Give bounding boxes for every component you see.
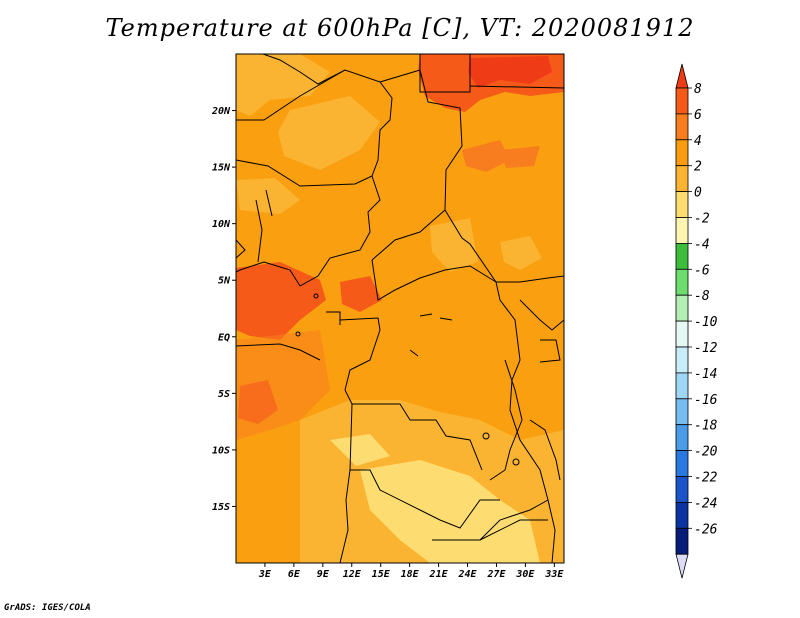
y-tick-label: EQ: [218, 332, 230, 343]
x-tick-label: 9E: [317, 569, 330, 580]
colorbar-label: 6: [694, 108, 702, 123]
x-tick-label: 18E: [401, 569, 420, 580]
x-tick-label: 6E: [288, 569, 301, 580]
x-tick-label: 15E: [372, 569, 391, 580]
field-warm-cameroon: [340, 276, 382, 312]
map-frame: [235, 53, 565, 564]
x-tick-label: 12E: [343, 569, 362, 580]
colorbar-label: -16: [694, 393, 718, 408]
colorbar: 8 6 4 2 0 -2 -4 -6 -8 -10 -12 -14 -16 -18 -20 -22 -24 -26: [675, 63, 718, 579]
field-cool-sahel: [278, 96, 380, 170]
field-cool-north-west: [236, 54, 330, 116]
footer-credit: GrADS: IGES/COLA: [4, 603, 91, 613]
colorbar-label: -6: [694, 263, 710, 278]
colorbar-label: -4: [694, 237, 710, 252]
colorbar-swatch: [675, 346, 689, 374]
colorbar-label: -10: [694, 315, 718, 330]
colorbar-label: -14: [694, 367, 717, 382]
country-borders: [236, 54, 564, 563]
y-tick-label: 10N: [212, 219, 231, 230]
field-cool-car: [430, 218, 478, 272]
y-tick-label: 15N: [212, 163, 231, 174]
x-tick-label: 30E: [515, 569, 535, 580]
y-tick-label: 20N: [211, 106, 231, 117]
x-tick-label: 3E: [258, 569, 272, 580]
colorbar-swatch: [675, 372, 689, 400]
colorbar-swatch: [675, 424, 689, 452]
x-tick-label: 33E: [544, 569, 564, 580]
field-warm-ocean: [236, 330, 330, 440]
colorbar-label: -22: [694, 471, 718, 486]
y-tick-label: 5N: [218, 276, 231, 287]
colorbar-swatch: [675, 501, 689, 529]
colorbar-swatch: [675, 398, 689, 426]
x-tick-label: 21E: [429, 569, 449, 580]
field-warm-patch-1: [462, 140, 510, 172]
colorbar-swatch: [675, 242, 689, 270]
field-coolest-angola: [330, 434, 390, 466]
x-tick-label: 27E: [486, 569, 506, 580]
colorbar-swatch: [675, 527, 689, 555]
colorbar-label: -2: [694, 212, 710, 227]
y-tick-label: 10S: [212, 445, 230, 456]
colorbar-swatch: [675, 450, 689, 477]
colorbar-label: -8: [694, 289, 710, 304]
colorbar-swatch: [675, 165, 689, 192]
map-title: Temperature at 600hPa [C], VT: 202008191…: [105, 14, 695, 42]
colorbar-swatch: [675, 87, 689, 115]
field-cool-sudan: [500, 236, 542, 270]
field-hot-8: [468, 56, 552, 88]
colorbar-swatch: [675, 294, 689, 322]
colorbar-label: -24: [694, 496, 717, 511]
colorbar-label: -26: [694, 522, 718, 537]
colorbar-top-arrow: [675, 63, 689, 89]
colorbar-swatch: [675, 139, 689, 167]
colorbar-label: 8: [694, 82, 702, 97]
colorbar-swatch: [675, 476, 689, 503]
colorbar-swatch: [675, 268, 689, 296]
colorbar-label: 2: [694, 160, 702, 175]
colorbar-label: 0: [694, 186, 702, 201]
colorbar-swatch: [675, 217, 689, 244]
colorbar-swatch: [675, 113, 689, 141]
x-tick-label: 24E: [457, 569, 477, 580]
field-cool-west: [236, 178, 300, 214]
x-axis: 3E 6E 9E 12E 15E 18E 21E 24E 27E 30E 33E: [258, 563, 564, 580]
colorbar-label: -20: [694, 445, 718, 460]
colorbar-swatch: [675, 191, 689, 218]
colorbar-label: -18: [694, 419, 718, 434]
colorbar-swatch: [675, 320, 689, 348]
colorbar-label: 4: [694, 134, 702, 149]
colorbar-label: -12: [694, 341, 718, 356]
y-axis: 20N 15N 10N 5N EQ 5S 10S 15S: [211, 106, 236, 513]
temperature-field: [236, 54, 564, 563]
field-warm-patch-2: [500, 146, 540, 168]
field-coolest-south: [360, 460, 540, 563]
y-tick-label: 5S: [218, 389, 230, 400]
y-tick-label: 15S: [212, 502, 230, 513]
colorbar-bottom-arrow: [675, 553, 689, 579]
field-warm-gulf: [236, 262, 326, 340]
